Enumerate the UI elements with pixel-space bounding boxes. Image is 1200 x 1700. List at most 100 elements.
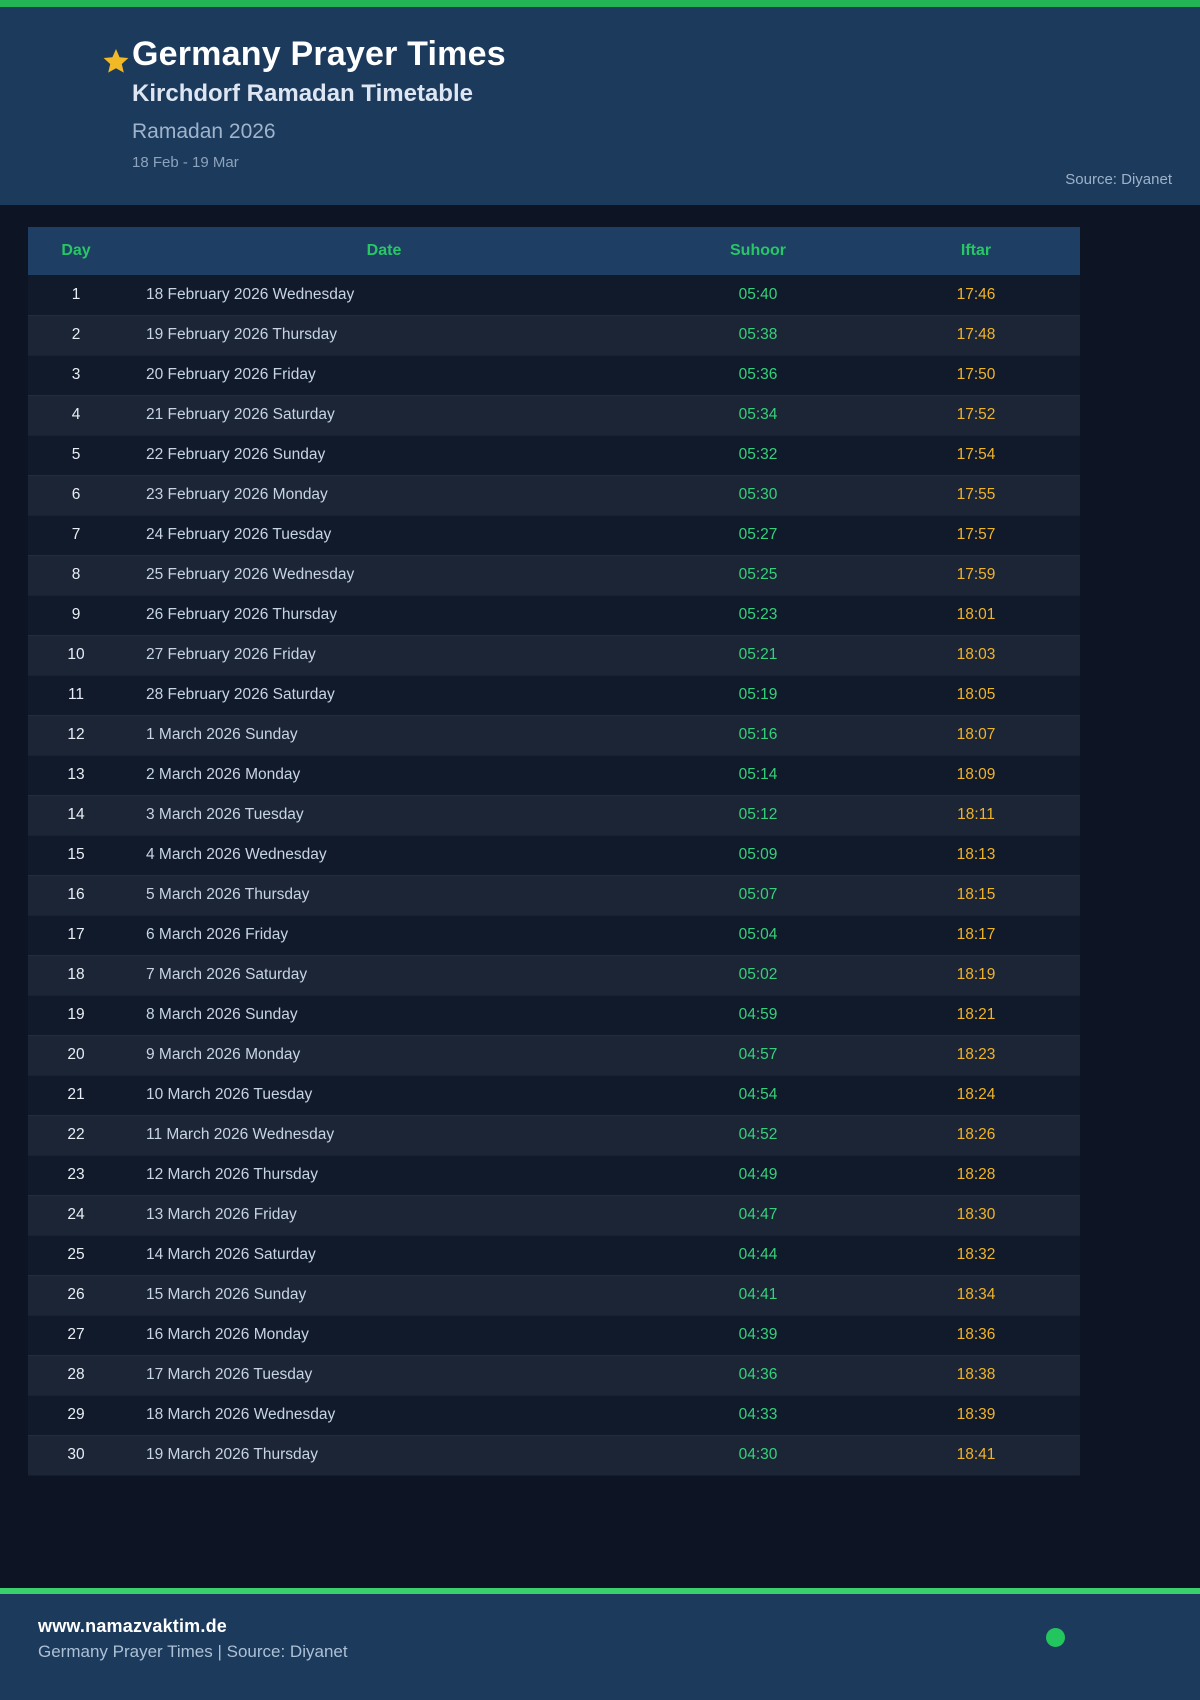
cell-date: 11 March 2026 Wednesday — [124, 1115, 644, 1155]
timetable-wrapper: Day Date Suhoor Iftar 1 18 February 2026 … — [28, 227, 1172, 1476]
table-row[interactable]: 2 19 February 2026 Thursday 05:38 17:48 — [28, 315, 1080, 355]
footer-website-link[interactable]: www.namazvaktim.de — [38, 1616, 227, 1636]
column-header-suhoor[interactable]: Suhoor — [644, 227, 872, 275]
table-row[interactable]: 24 13 March 2026 Friday 04:47 18:30 — [28, 1195, 1080, 1235]
table-row[interactable]: 19 8 March 2026 Sunday 04:59 18:21 — [28, 995, 1080, 1035]
cell-date: 23 February 2026 Monday — [124, 475, 644, 515]
column-header-day[interactable]: Day — [28, 227, 124, 275]
cell-iftar: 18:17 — [872, 915, 1080, 955]
crescent-moon-star-icon — [24, 31, 132, 135]
cell-suhoor: 05:19 — [644, 675, 872, 715]
cell-suhoor: 04:33 — [644, 1395, 872, 1435]
cell-suhoor: 04:41 — [644, 1275, 872, 1315]
table-row[interactable]: 29 18 March 2026 Wednesday 04:33 18:39 — [28, 1395, 1080, 1435]
table-row[interactable]: 7 24 February 2026 Tuesday 05:27 17:57 — [28, 515, 1080, 555]
cell-day: 8 — [28, 555, 124, 595]
table-row[interactable]: 18 7 March 2026 Saturday 05:02 18:19 — [28, 955, 1080, 995]
cell-date: 1 March 2026 Sunday — [124, 715, 644, 755]
timetable-section: Day Date Suhoor Iftar 1 18 February 2026 … — [0, 205, 1200, 1588]
cell-day: 16 — [28, 875, 124, 915]
cell-suhoor: 05:21 — [644, 635, 872, 675]
column-header-iftar[interactable]: Iftar — [872, 227, 1080, 275]
footer-credit-label: Germany Prayer Times | Source: Diyanet — [38, 1642, 348, 1661]
table-row[interactable]: 4 21 February 2026 Saturday 05:34 17:52 — [28, 395, 1080, 435]
table-row[interactable]: 28 17 March 2026 Tuesday 04:36 18:38 — [28, 1355, 1080, 1395]
table-row[interactable]: 30 19 March 2026 Thursday 04:30 18:41 — [28, 1435, 1080, 1475]
cell-suhoor: 04:54 — [644, 1075, 872, 1115]
cell-iftar: 18:24 — [872, 1075, 1080, 1115]
table-row[interactable]: 12 1 March 2026 Sunday 05:16 18:07 — [28, 715, 1080, 755]
table-row[interactable]: 14 3 March 2026 Tuesday 05:12 18:11 — [28, 795, 1080, 835]
table-row[interactable]: 17 6 March 2026 Friday 05:04 18:17 — [28, 915, 1080, 955]
cell-iftar: 18:36 — [872, 1315, 1080, 1355]
cell-date: 18 March 2026 Wednesday — [124, 1395, 644, 1435]
cell-suhoor: 05:36 — [644, 355, 872, 395]
table-row[interactable]: 27 16 March 2026 Monday 04:39 18:36 — [28, 1315, 1080, 1355]
cell-day: 18 — [28, 955, 124, 995]
cell-day: 27 — [28, 1315, 124, 1355]
table-head: Day Date Suhoor Iftar — [28, 227, 1080, 275]
cell-iftar: 18:26 — [872, 1115, 1080, 1155]
cell-day: 30 — [28, 1435, 124, 1475]
table-row[interactable]: 16 5 March 2026 Thursday 05:07 18:15 — [28, 875, 1080, 915]
cell-iftar: 18:07 — [872, 715, 1080, 755]
cell-date: 16 March 2026 Monday — [124, 1315, 644, 1355]
cell-iftar: 17:55 — [872, 475, 1080, 515]
table-row[interactable]: 25 14 March 2026 Saturday 04:44 18:32 — [28, 1235, 1080, 1275]
ramadan-timetable: Day Date Suhoor Iftar 1 18 February 2026 … — [28, 227, 1080, 1476]
cell-suhoor: 04:59 — [644, 995, 872, 1035]
cell-suhoor: 04:36 — [644, 1355, 872, 1395]
cell-date: 5 March 2026 Thursday — [124, 875, 644, 915]
table-row[interactable]: 3 20 February 2026 Friday 05:36 17:50 — [28, 355, 1080, 395]
table-row[interactable]: 10 27 February 2026 Friday 05:21 18:03 — [28, 635, 1080, 675]
cell-date: 2 March 2026 Monday — [124, 755, 644, 795]
table-header-row: Day Date Suhoor Iftar — [28, 227, 1080, 275]
column-header-date[interactable]: Date — [124, 227, 644, 275]
table-row[interactable]: 15 4 March 2026 Wednesday 05:09 18:13 — [28, 835, 1080, 875]
cell-suhoor: 05:07 — [644, 875, 872, 915]
table-row[interactable]: 11 28 February 2026 Saturday 05:19 18:05 — [28, 675, 1080, 715]
cell-suhoor: 05:04 — [644, 915, 872, 955]
cell-suhoor: 05:12 — [644, 795, 872, 835]
cell-date: 8 March 2026 Sunday — [124, 995, 644, 1035]
table-row[interactable]: 9 26 February 2026 Thursday 05:23 18:01 — [28, 595, 1080, 635]
cell-day: 9 — [28, 595, 124, 635]
table-row[interactable]: 26 15 March 2026 Sunday 04:41 18:34 — [28, 1275, 1080, 1315]
cell-iftar: 17:52 — [872, 395, 1080, 435]
cell-day: 3 — [28, 355, 124, 395]
cell-day: 7 — [28, 515, 124, 555]
cell-iftar: 18:15 — [872, 875, 1080, 915]
cell-iftar: 17:46 — [872, 275, 1080, 315]
cell-date: 20 February 2026 Friday — [124, 355, 644, 395]
table-row[interactable]: 22 11 March 2026 Wednesday 04:52 18:26 — [28, 1115, 1080, 1155]
cell-suhoor: 05:34 — [644, 395, 872, 435]
date-range-label: 18 Feb - 19 Mar — [132, 154, 239, 172]
cell-iftar: 18:41 — [872, 1435, 1080, 1475]
cell-suhoor: 04:39 — [644, 1315, 872, 1355]
table-row[interactable]: 23 12 March 2026 Thursday 04:49 18:28 — [28, 1155, 1080, 1195]
cell-iftar: 18:39 — [872, 1395, 1080, 1435]
cell-iftar: 18:01 — [872, 595, 1080, 635]
table-row[interactable]: 13 2 March 2026 Monday 05:14 18:09 — [28, 755, 1080, 795]
cell-iftar: 18:32 — [872, 1235, 1080, 1275]
cell-suhoor: 04:57 — [644, 1035, 872, 1075]
cell-date: 15 March 2026 Sunday — [124, 1275, 644, 1315]
cell-date: 13 March 2026 Friday — [124, 1195, 644, 1235]
table-row[interactable]: 1 18 February 2026 Wednesday 05:40 17:46 — [28, 275, 1080, 315]
table-row[interactable]: 8 25 February 2026 Wednesday 05:25 17:59 — [28, 555, 1080, 595]
table-row[interactable]: 20 9 March 2026 Monday 04:57 18:23 — [28, 1035, 1080, 1075]
cell-day: 28 — [28, 1355, 124, 1395]
status-dot-icon — [1046, 1628, 1065, 1647]
cell-iftar: 18:19 — [872, 955, 1080, 995]
cell-day: 4 — [28, 395, 124, 435]
table-row[interactable]: 5 22 February 2026 Sunday 05:32 17:54 — [28, 435, 1080, 475]
cell-day: 19 — [28, 995, 124, 1035]
cell-suhoor: 05:16 — [644, 715, 872, 755]
table-row[interactable]: 21 10 March 2026 Tuesday 04:54 18:24 — [28, 1075, 1080, 1115]
table-row[interactable]: 6 23 February 2026 Monday 05:30 17:55 — [28, 475, 1080, 515]
cell-iftar: 18:13 — [872, 835, 1080, 875]
header-title-block: Germany Prayer Times Kirchdorf Ramadan T… — [132, 29, 506, 171]
cell-suhoor: 05:32 — [644, 435, 872, 475]
cell-iftar: 18:21 — [872, 995, 1080, 1035]
cell-suhoor: 04:52 — [644, 1115, 872, 1155]
